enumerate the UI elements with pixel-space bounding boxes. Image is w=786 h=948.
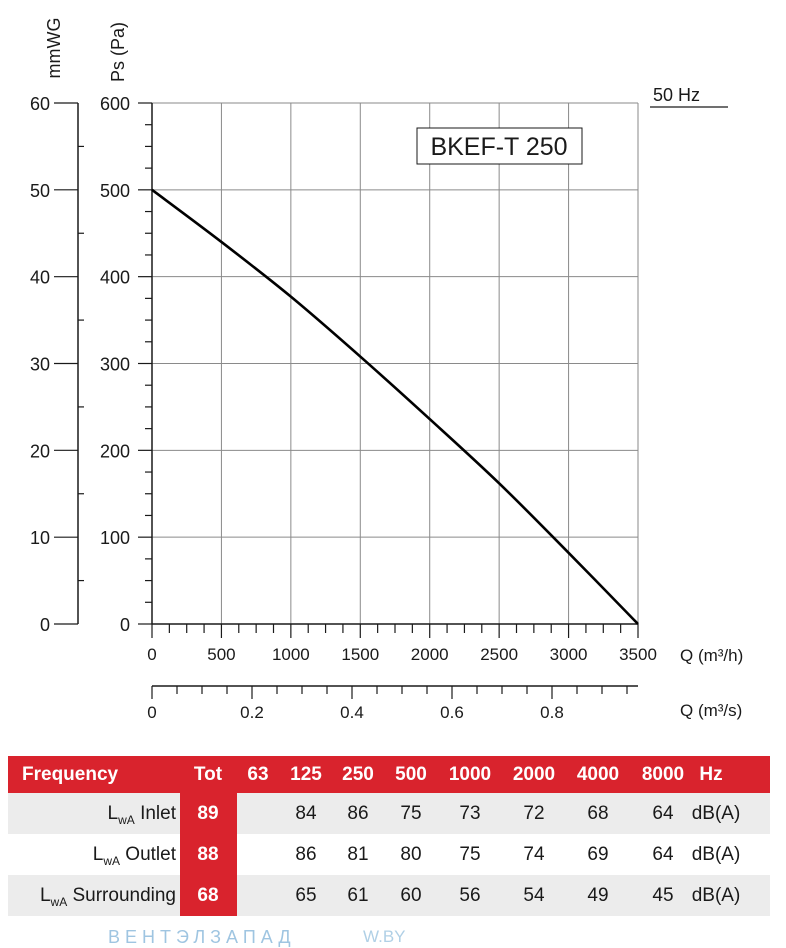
sound-power-table: Frequency LwA Inlet LwA Outlet ВЕНТЭЛЗАП…	[8, 756, 770, 947]
y-left-tick-label: 0	[40, 615, 50, 635]
table-row: LwA Surrounding	[8, 875, 770, 916]
axes	[54, 102, 639, 699]
x2-tick-label: 0.4	[340, 703, 364, 722]
series-line	[151, 188, 639, 625]
watermark-text: ВЕНТЭЛЗАПАД	[108, 927, 296, 947]
y-right-axis-label: Ps (Pa)	[108, 22, 128, 82]
x-tick-label: 1000	[272, 645, 310, 664]
band-value: 60	[400, 885, 422, 906]
header-col-hz: Hz	[699, 764, 723, 785]
row-label: LwA Inlet	[107, 803, 176, 827]
x-tick-label: 3500	[619, 645, 657, 664]
band-value: 86	[295, 844, 317, 865]
y-left-tick-label: 40	[30, 268, 50, 288]
grid-lines	[152, 102, 639, 624]
y-tick-label: 600	[100, 94, 130, 114]
header-col-250: 250	[342, 764, 374, 785]
band-value: 86	[347, 803, 369, 824]
header-col-63: 63	[247, 764, 269, 785]
watermark-domain: W.BY	[363, 927, 406, 946]
unit-label: dB(A)	[691, 885, 741, 906]
total-value: 88	[197, 844, 219, 865]
header-col-2000: 2000	[512, 764, 556, 785]
band-value: 72	[523, 803, 545, 824]
table-row: LwA Inlet	[8, 793, 770, 834]
y-tick-label: 100	[100, 528, 130, 548]
header-col-tot: Tot	[193, 764, 223, 785]
header-col-4000: 4000	[576, 764, 620, 785]
unit-label: dB(A)	[691, 803, 741, 824]
title-box	[416, 127, 583, 165]
band-value: 56	[459, 885, 481, 906]
header-col-1000: 1000	[448, 764, 492, 785]
band-value: 80	[400, 844, 422, 865]
table-header-row: Frequency	[8, 756, 770, 793]
band-value: 68	[587, 803, 609, 824]
x2-tick-label: 0.2	[240, 703, 264, 722]
x-axis-label: Q (m³/h)	[680, 646, 743, 665]
y-tick-label: 300	[100, 355, 130, 375]
y-left-tick-label: 50	[30, 181, 50, 201]
band-value: 54	[523, 885, 545, 906]
total-value: 89	[197, 803, 219, 824]
row-label: LwA Outlet	[92, 844, 176, 868]
x2-tick-label: 0.6	[440, 703, 464, 722]
x-tick-label: 3000	[550, 645, 588, 664]
band-value: 84	[295, 803, 317, 824]
row-label: LwA Surrounding	[39, 885, 176, 909]
total-value: 68	[197, 885, 219, 906]
band-value: 61	[347, 885, 369, 906]
x2-axis-label: Q (m³/s)	[680, 701, 742, 720]
y-left-tick-label: 20	[30, 441, 50, 461]
x-tick-label: 0	[147, 645, 156, 664]
band-value: 75	[400, 803, 422, 824]
frequency-label: 50 Hz	[653, 85, 700, 105]
y-left-tick-label: 30	[30, 355, 50, 375]
band-value: 69	[587, 844, 609, 865]
x-tick-label: 2500	[480, 645, 518, 664]
total-column-highlight	[180, 793, 237, 916]
band-value: 64	[652, 844, 674, 865]
header-col-8000: 8000	[641, 764, 685, 785]
x-tick-label: 1500	[341, 645, 379, 664]
y-left-tick-label: 60	[30, 94, 50, 114]
header-col-125: 125	[290, 764, 322, 785]
x-tick-label: 500	[207, 645, 235, 664]
band-value: 74	[523, 844, 545, 865]
band-value: 45	[652, 885, 674, 906]
x2-tick-label: 0.8	[540, 703, 564, 722]
band-value: 73	[459, 803, 481, 824]
band-value: 64	[652, 803, 674, 824]
y-left-axis-label: mmWG	[44, 18, 64, 79]
y-tick-label: 200	[100, 441, 130, 461]
x2-tick-label: 0	[147, 703, 156, 722]
chart-title: BKEF-T 250	[430, 133, 567, 161]
performance-curve	[151, 188, 639, 625]
unit-label: dB(A)	[691, 844, 741, 865]
header-col-500: 500	[395, 764, 427, 785]
y-left-tick-label: 10	[30, 528, 50, 548]
band-value: 75	[459, 844, 481, 865]
band-value: 49	[587, 885, 609, 906]
y-tick-label: 0	[120, 615, 130, 635]
band-value: 81	[347, 844, 369, 865]
x-tick-label: 2000	[411, 645, 449, 664]
y-tick-label: 400	[100, 268, 130, 288]
y-tick-label: 500	[100, 181, 130, 201]
header-label: Frequency	[22, 764, 119, 785]
band-value: 65	[295, 885, 317, 906]
